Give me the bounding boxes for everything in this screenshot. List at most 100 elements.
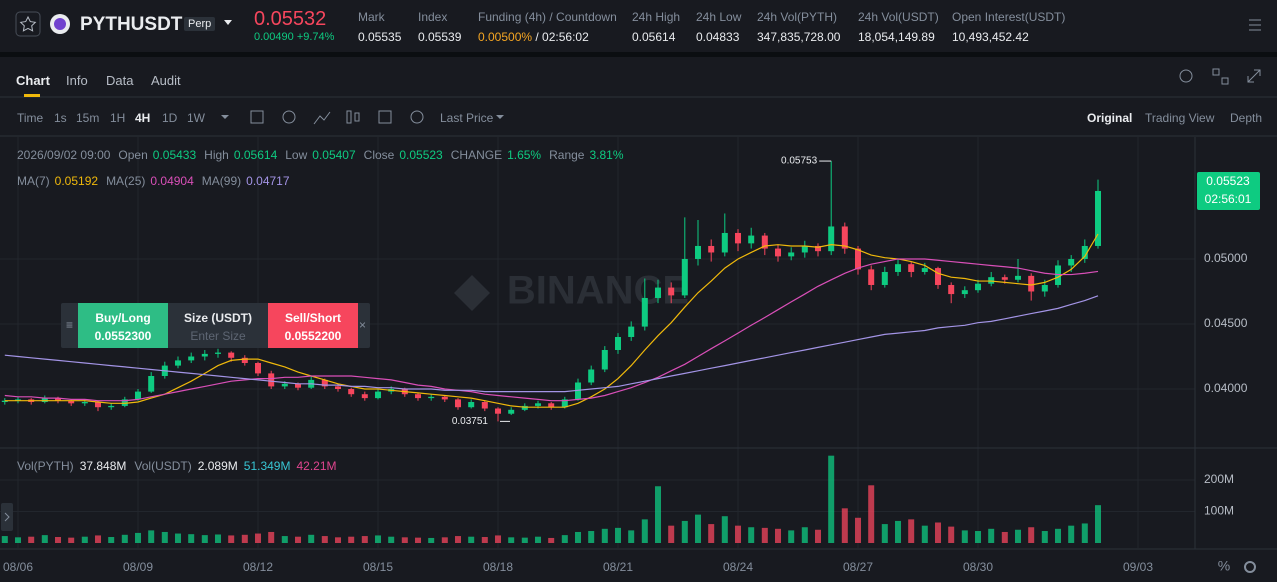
tool-icon[interactable] xyxy=(282,110,296,124)
volume-bar xyxy=(961,530,968,543)
volume-bar xyxy=(601,528,608,543)
tool-icon[interactable] xyxy=(354,112,360,122)
candle-body xyxy=(481,402,488,409)
volume-bar xyxy=(668,525,675,543)
buy-button[interactable]: Buy/Long 0.0552300 xyxy=(78,303,168,348)
volume-bar xyxy=(641,519,648,543)
volume-bar xyxy=(748,527,755,543)
candle-body xyxy=(855,248,861,270)
sell-button[interactable]: Sell/Short 0.0552200 xyxy=(268,303,358,348)
buy-price: 0.0552300 xyxy=(94,329,152,343)
volume-bar xyxy=(468,536,475,543)
alert-icon[interactable] xyxy=(1179,69,1193,83)
ma-label: MA(99) xyxy=(201,174,242,188)
interval-tab[interactable]: 1D xyxy=(162,111,178,125)
candle-body xyxy=(535,403,541,406)
percent-button[interactable]: % xyxy=(1218,558,1230,574)
tab[interactable]: Chart xyxy=(16,73,50,88)
candle-body xyxy=(948,284,955,295)
volume-bar xyxy=(815,529,821,543)
volume-value: 42.21M xyxy=(296,459,337,473)
volume-bar xyxy=(788,530,795,543)
legend-label: CHANGE xyxy=(450,148,503,162)
interval-tab[interactable]: 15m xyxy=(76,111,100,125)
candle-body xyxy=(228,352,235,358)
candle-body xyxy=(1028,275,1035,292)
volume-bar xyxy=(801,527,808,543)
ma-line xyxy=(4,233,1099,408)
volume-bar xyxy=(55,537,61,543)
drag-handle[interactable]: ≡ xyxy=(66,318,74,332)
size-input[interactable]: Size (USDT) Enter Size xyxy=(168,303,268,348)
tool-icon[interactable] xyxy=(410,110,424,124)
tool-icon[interactable] xyxy=(250,110,264,124)
menu-icon[interactable] xyxy=(1249,19,1261,31)
candle-body xyxy=(201,353,208,357)
stat-label: Index xyxy=(418,10,448,24)
tab[interactable]: Audit xyxy=(151,73,181,88)
stat-label: Funding (4h) / Countdown xyxy=(478,10,617,24)
candle-body xyxy=(1041,284,1048,292)
favorite-button[interactable] xyxy=(15,11,41,37)
candle-body xyxy=(295,383,301,388)
interval-tab[interactable]: 1s xyxy=(54,111,67,125)
collapse-button[interactable] xyxy=(1,503,13,531)
price-type-tab[interactable]: Last Price xyxy=(440,111,494,125)
candle-body xyxy=(548,403,555,408)
dropdown-icon[interactable] xyxy=(224,20,232,25)
candle-body xyxy=(961,290,968,295)
volume-bar xyxy=(361,536,368,543)
tool-icon[interactable] xyxy=(313,111,331,125)
interval-tab[interactable]: 1H xyxy=(110,111,126,125)
settings-icon[interactable] xyxy=(1244,561,1256,573)
tool-icon[interactable] xyxy=(378,110,392,124)
volume-bar xyxy=(1055,528,1061,543)
interval-tab[interactable]: 4H xyxy=(135,111,151,125)
view-tab[interactable]: Trading View xyxy=(1145,111,1215,125)
candle-body xyxy=(655,287,661,298)
interval-tab[interactable]: 1W xyxy=(187,111,205,125)
candle-body xyxy=(335,386,341,390)
fullscreen-icon[interactable] xyxy=(1247,69,1261,83)
volume-bar xyxy=(215,534,221,543)
view-tab[interactable]: Depth xyxy=(1230,111,1263,125)
volume-bar xyxy=(881,524,888,543)
close-button[interactable]: × xyxy=(359,318,367,332)
candle-body xyxy=(361,394,368,399)
volume-bar xyxy=(455,536,461,543)
candle-body xyxy=(708,245,715,253)
coin-logo xyxy=(54,18,66,30)
tab[interactable]: Info xyxy=(66,73,88,88)
candle-body xyxy=(868,269,875,285)
watermark: BINANCE xyxy=(507,269,689,313)
min-label: 0.03751 xyxy=(452,416,489,427)
volume-bar xyxy=(1081,523,1088,543)
volume-bar xyxy=(175,533,181,543)
volume-bar xyxy=(428,537,435,543)
layout-icon[interactable] xyxy=(1212,68,1220,76)
volume-bar xyxy=(1041,531,1048,543)
volume-bar xyxy=(921,525,928,543)
dropdown-icon[interactable] xyxy=(496,115,504,119)
candle-body xyxy=(721,232,728,253)
volume-legend: Vol(PYTH) 37.848M Vol(USDT) 2.089M 51.349M 42… xyxy=(17,459,337,473)
interval-tab[interactable]: Time xyxy=(17,111,44,125)
tab[interactable]: Data xyxy=(106,73,134,88)
stat-label: 24h Vol(PYTH) xyxy=(757,10,838,24)
candle-body xyxy=(508,409,515,414)
view-tab[interactable]: Original xyxy=(1087,111,1133,125)
stat-number: 0.00500% xyxy=(478,30,533,44)
candle-body xyxy=(148,376,155,392)
legend-label: High xyxy=(204,148,229,162)
legend-value: 0.05614 xyxy=(233,148,278,162)
candle-body xyxy=(1081,245,1088,259)
candle-body xyxy=(775,248,781,257)
volume-bar xyxy=(535,536,541,543)
volume-bar xyxy=(1095,505,1101,543)
tool-icon[interactable] xyxy=(346,110,352,124)
stat-label: 24h Low xyxy=(696,10,742,24)
stat-number: 18,054,149.89 xyxy=(858,30,935,44)
dropdown-icon[interactable] xyxy=(221,115,229,119)
legend-label: Range xyxy=(549,148,585,162)
